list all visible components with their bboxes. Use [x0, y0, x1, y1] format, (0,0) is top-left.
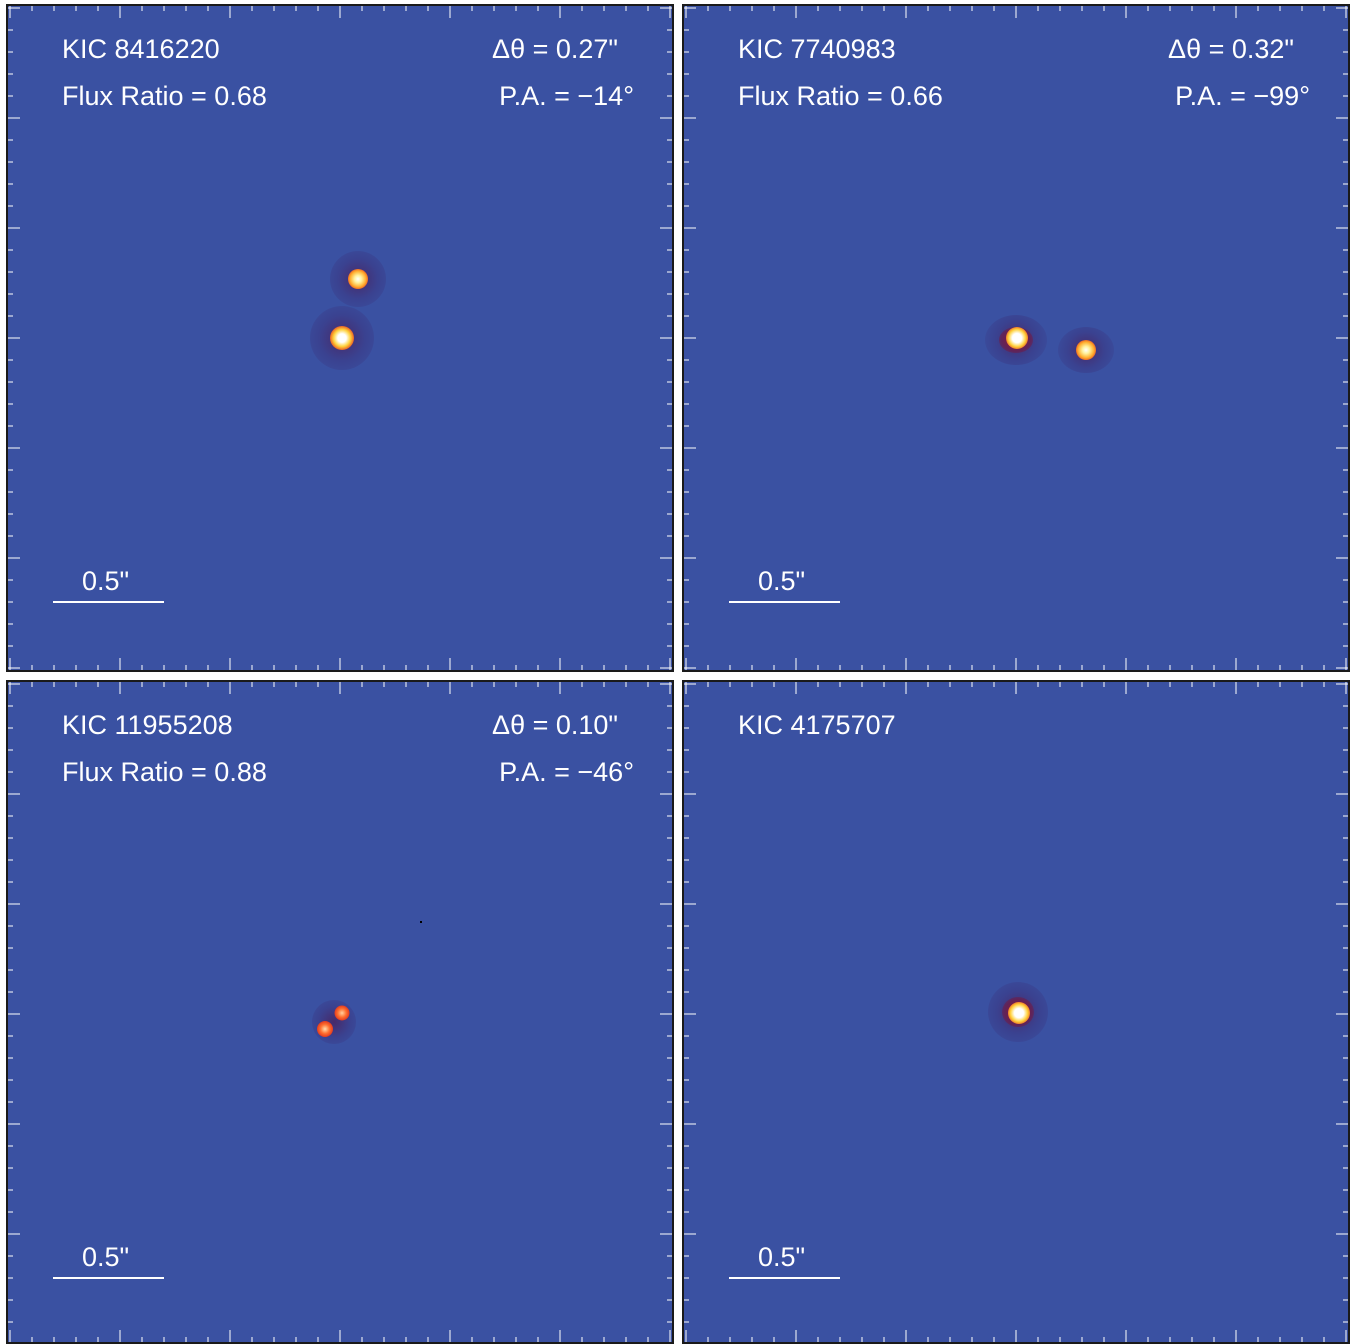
companion-star — [334, 1005, 350, 1021]
target-name: KIC 7740983 — [738, 34, 896, 64]
single-star — [1008, 1002, 1030, 1024]
position-angle-label: P.A. = −46° — [499, 757, 634, 787]
companion-star — [1076, 340, 1096, 360]
separation-label: Δθ = 0.10" — [492, 710, 618, 740]
scale-bar-label: 0.5" — [758, 566, 806, 596]
position-angle-label: P.A. = −99° — [1175, 81, 1310, 111]
flux-ratio-label: Flux Ratio = 0.66 — [738, 81, 943, 111]
image-panel-kic-7740983: KIC 7740983 Flux Ratio = 0.66 Δθ = 0.32"… — [682, 4, 1350, 672]
scale-bar — [729, 1277, 840, 1279]
scale-bar-label: 0.5" — [82, 1242, 130, 1272]
primary-star — [330, 326, 354, 350]
scale-bar — [729, 601, 840, 603]
image-panel-kic-4175707: KIC 4175707 0.5" — [682, 680, 1350, 1344]
separation-label: Δθ = 0.32" — [1168, 34, 1294, 64]
scale-bar-label: 0.5" — [758, 1242, 806, 1272]
primary-star — [317, 1021, 333, 1037]
flux-ratio-label: Flux Ratio = 0.88 — [62, 757, 267, 787]
image-panel-kic-8416220: KIC 8416220 Flux Ratio = 0.68 Δθ = 0.27"… — [6, 4, 674, 672]
primary-star — [1006, 327, 1028, 349]
target-name: KIC 11955208 — [62, 710, 233, 740]
target-name: KIC 4175707 — [738, 710, 896, 740]
separation-label: Δθ = 0.27" — [492, 34, 618, 64]
pixel-artifact — [420, 921, 422, 923]
star-halo — [312, 1000, 356, 1044]
companion-star — [348, 269, 368, 289]
target-name: KIC 8416220 — [62, 34, 220, 64]
image-panel-kic-11955208: KIC 11955208 Flux Ratio = 0.88 Δθ = 0.10… — [6, 680, 674, 1344]
position-angle-label: P.A. = −14° — [499, 81, 634, 111]
scale-bar-label: 0.5" — [82, 566, 130, 596]
scale-bar — [53, 1277, 164, 1279]
scale-bar — [53, 601, 164, 603]
flux-ratio-label: Flux Ratio = 0.68 — [62, 81, 267, 111]
